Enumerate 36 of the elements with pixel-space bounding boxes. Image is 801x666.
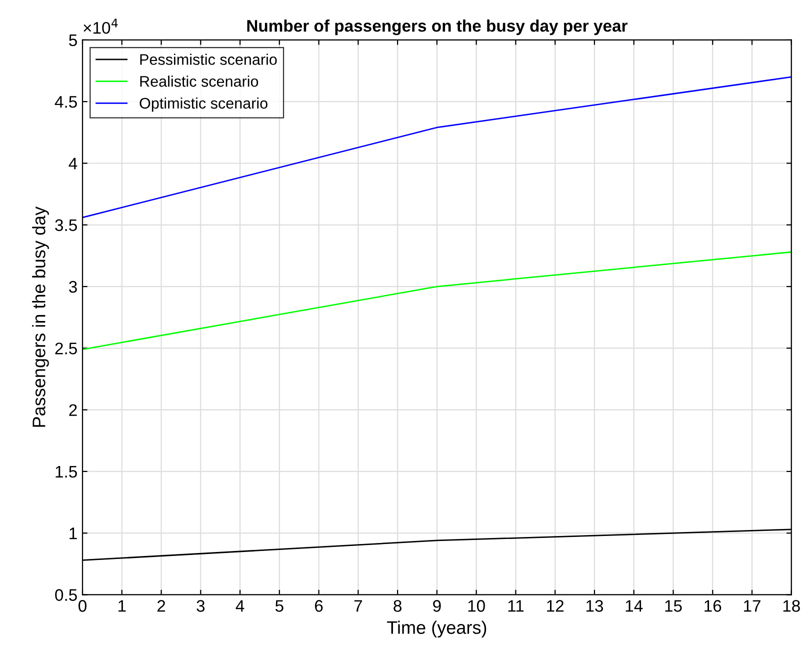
x-tick-label: 0 [78, 600, 86, 612]
x-tick-label: 16 [704, 600, 722, 612]
y-tick-label: 5 [69, 34, 77, 46]
y-tick-label: 3 [69, 280, 77, 293]
x-tick-label: 5 [275, 600, 284, 612]
x-axis-title: Time (years) [387, 620, 486, 638]
x-tick-label: 10 [468, 600, 485, 612]
y-tick-label: 4 [68, 158, 78, 170]
legend-label: Realistic scenario [140, 76, 258, 87]
x-tick-label: 18 [783, 600, 800, 612]
y-tick-label: 2.5 [55, 342, 77, 354]
x-tick-label: 15 [665, 600, 682, 612]
y-tick-label: 1 [70, 528, 77, 540]
x-tick-label: 7 [354, 600, 362, 612]
x-tick-label: 17 [744, 600, 760, 612]
x-tick-label: 12 [547, 600, 564, 612]
x-tick-label: 8 [394, 600, 402, 612]
x-tick-label: 9 [433, 600, 441, 612]
x-tick-label: 14 [626, 600, 643, 612]
y-tick-label: 2 [69, 404, 77, 416]
x-tick-label: 2 [157, 600, 166, 612]
legend-label: Optimistic scenario [140, 97, 268, 112]
legend-label: Pessimistic scenario [140, 54, 277, 65]
y-tick-label: 1.5 [56, 466, 77, 478]
y-tick-label: 3.5 [55, 219, 77, 232]
x-tick-label: 13 [586, 600, 604, 612]
x-tick-label: 3 [196, 600, 205, 612]
y-tick-label: 0.5 [55, 589, 77, 601]
y-axis-title: Passengers in the busy day [32, 206, 49, 427]
x-tick-label: 1 [118, 600, 126, 612]
text: ×10$^{4}$ [84, 18, 118, 34]
x-tick-label: 6 [315, 600, 323, 612]
y-tick-label: 4.5 [54, 96, 77, 108]
x-tick-label: 11 [508, 600, 524, 612]
chart-title: Number of passengers on the busy day per year [247, 20, 628, 36]
x-tick-label: 4 [236, 600, 244, 612]
